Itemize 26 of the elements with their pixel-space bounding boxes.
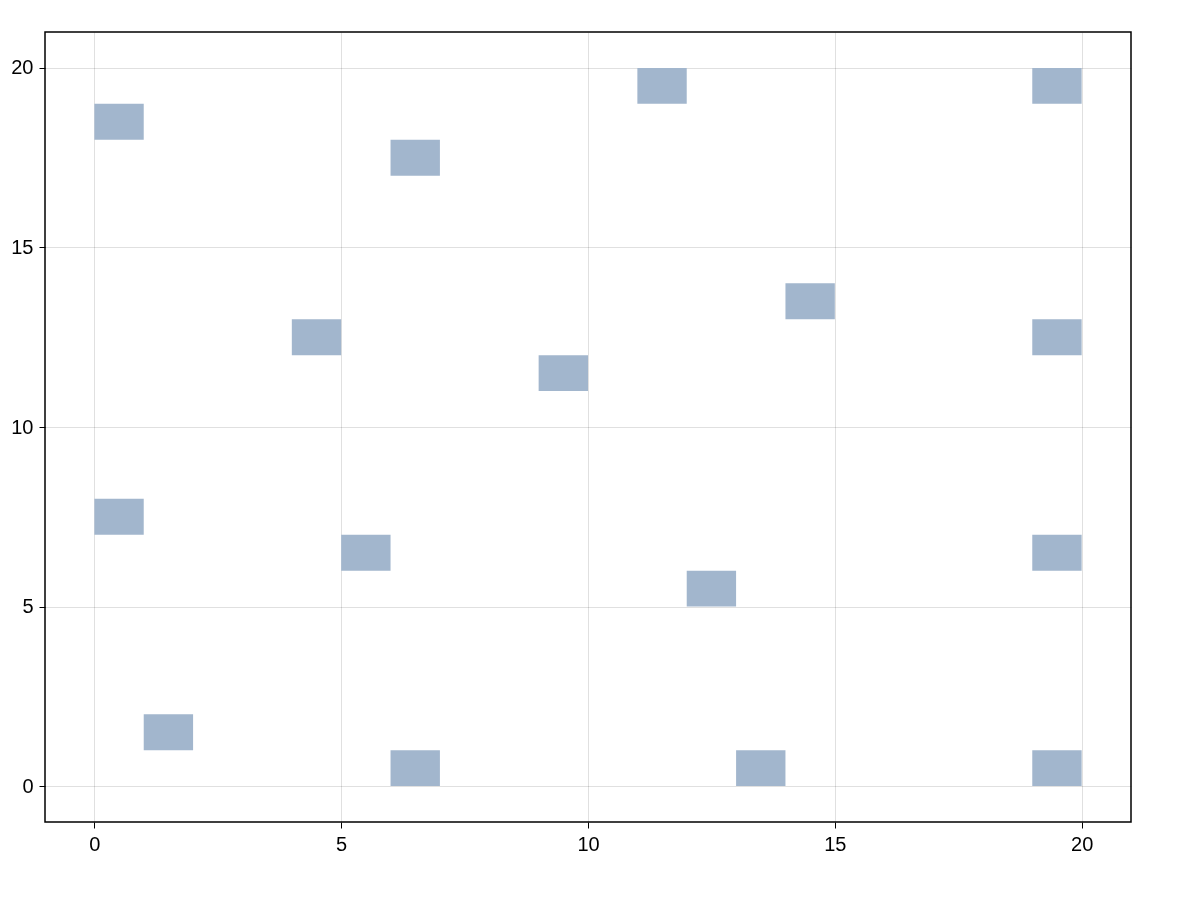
bar bbox=[1032, 67, 1082, 104]
x-tick-label: 5 bbox=[336, 832, 348, 855]
bar bbox=[390, 139, 440, 176]
bar bbox=[291, 319, 342, 356]
y-tick-label: 20 bbox=[11, 56, 34, 79]
bar bbox=[1032, 750, 1082, 787]
bar bbox=[341, 534, 391, 571]
y-tick-label: 10 bbox=[11, 415, 34, 438]
bar bbox=[94, 498, 144, 535]
bar bbox=[637, 67, 687, 104]
bar bbox=[1032, 534, 1082, 571]
bar bbox=[538, 355, 588, 392]
y-tick-label: 0 bbox=[22, 774, 34, 797]
bar bbox=[94, 103, 144, 140]
x-tick-label: 15 bbox=[824, 832, 847, 855]
bar bbox=[143, 714, 194, 751]
x-tick-label: 20 bbox=[1071, 832, 1094, 855]
bar bbox=[1032, 319, 1082, 356]
bar bbox=[390, 750, 440, 787]
y-tick-label: 5 bbox=[22, 595, 34, 618]
bar bbox=[736, 750, 786, 787]
x-tick-label: 10 bbox=[577, 832, 600, 855]
x-tick-label: 0 bbox=[89, 832, 101, 855]
bar bbox=[785, 283, 835, 320]
bar bbox=[686, 570, 737, 607]
y-tick-label: 15 bbox=[11, 235, 34, 258]
